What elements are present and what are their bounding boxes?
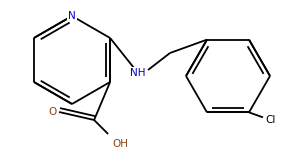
Text: NH: NH	[130, 68, 146, 78]
Text: O: O	[48, 107, 56, 117]
Text: N: N	[68, 11, 76, 21]
Text: Cl: Cl	[266, 115, 276, 125]
Text: OH: OH	[112, 139, 128, 149]
